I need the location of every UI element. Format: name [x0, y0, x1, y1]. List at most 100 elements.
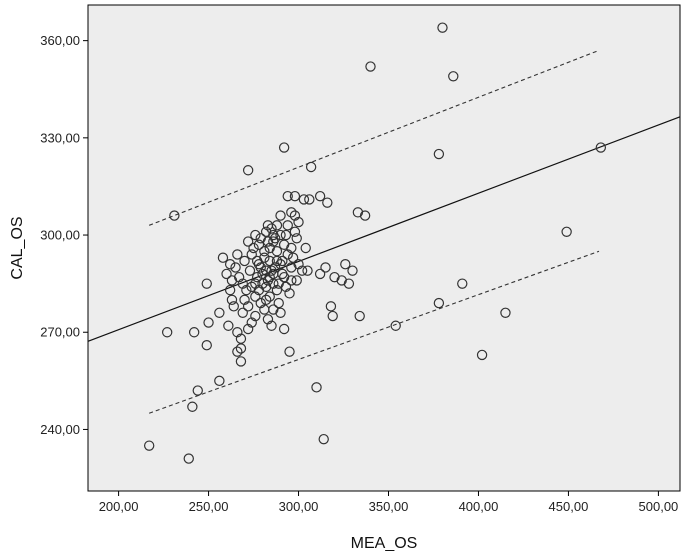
data-point [232, 327, 243, 338]
data-point [161, 327, 173, 338]
data-point [561, 226, 572, 237]
data-point [286, 275, 297, 286]
data-point [257, 278, 268, 289]
data-point [275, 307, 286, 318]
data-point [448, 71, 459, 82]
data-point [293, 216, 304, 228]
data-point [275, 229, 286, 241]
data-point [268, 278, 279, 289]
fit-line-group [87, 116, 681, 342]
data-point [143, 440, 155, 451]
data-point [300, 242, 311, 254]
data-point [595, 142, 607, 153]
data-point [255, 297, 266, 309]
data-point [183, 453, 194, 464]
data-point [273, 278, 284, 289]
x-tick-label: 250,00 [189, 499, 229, 514]
ci-upper-line [148, 49, 600, 226]
data-point [282, 220, 293, 231]
data-point [201, 278, 212, 289]
data-point [228, 301, 239, 312]
data-point [214, 307, 225, 318]
data-point [266, 265, 277, 276]
data-point [264, 242, 275, 254]
data-point [280, 281, 292, 293]
data-point [273, 297, 284, 309]
data-point [255, 262, 266, 273]
data-point [390, 320, 401, 331]
data-point [268, 229, 279, 241]
y-axis: 240,00 270,00 300,00 330,00 360,00 [40, 33, 88, 437]
y-tick-label: 330,00 [40, 130, 80, 145]
ci-lower-line [148, 250, 600, 414]
data-point [217, 252, 229, 263]
data-point [262, 314, 274, 325]
data-point [235, 333, 247, 344]
data-point [242, 236, 254, 247]
data-point [201, 340, 212, 351]
data-point [232, 346, 243, 357]
data-point [260, 265, 272, 276]
data-point [239, 255, 250, 267]
data-point [242, 165, 254, 176]
data-point [203, 317, 214, 328]
data-point [433, 297, 445, 309]
x-axis-title: MEA_OS [351, 535, 418, 552]
data-point [253, 284, 265, 296]
data-point [260, 294, 272, 306]
data-point [289, 210, 301, 221]
data-point [255, 233, 266, 244]
data-point [264, 255, 275, 267]
y-tick-label: 300,00 [40, 228, 80, 243]
x-tick-label: 350,00 [369, 499, 409, 514]
data-point [282, 190, 293, 202]
data-point [250, 278, 261, 289]
data-point [343, 278, 355, 289]
data-point [262, 236, 274, 247]
data-point [235, 356, 247, 367]
data-point [251, 255, 263, 267]
data-point [246, 281, 257, 293]
data-point [271, 255, 283, 267]
data-point [352, 207, 364, 218]
data-point [266, 223, 277, 234]
data-point [224, 284, 236, 296]
data-point [340, 259, 351, 270]
data-point [259, 246, 270, 257]
data-point [271, 284, 283, 296]
plot-area [87, 4, 681, 492]
data-point [226, 294, 238, 306]
data-point [250, 291, 261, 302]
x-tick-label: 500,00 [639, 499, 679, 514]
data-point [251, 271, 263, 283]
data-point [223, 320, 234, 331]
data-point [298, 194, 310, 205]
data-point [476, 349, 488, 361]
data-point [500, 307, 511, 318]
data-point [278, 142, 290, 153]
data-point [277, 268, 288, 280]
data-point [275, 210, 286, 221]
data-point [214, 375, 225, 387]
data-point [286, 207, 297, 218]
data-point [293, 259, 304, 270]
data-points [143, 22, 607, 464]
data-point [277, 255, 288, 267]
y-axis-title: CAL_OS [9, 216, 26, 279]
data-point [287, 252, 299, 263]
data-point [260, 226, 272, 237]
data-point [280, 229, 292, 241]
data-point [224, 259, 236, 270]
data-point [259, 252, 270, 263]
x-tick-label: 450,00 [549, 499, 589, 514]
data-point [250, 229, 261, 241]
data-point [262, 220, 274, 231]
data-point [246, 249, 257, 260]
data-point [318, 433, 329, 445]
data-point [320, 262, 331, 273]
data-point [242, 301, 254, 312]
data-point [286, 242, 297, 254]
data-point [311, 382, 322, 393]
data-point [296, 265, 308, 276]
